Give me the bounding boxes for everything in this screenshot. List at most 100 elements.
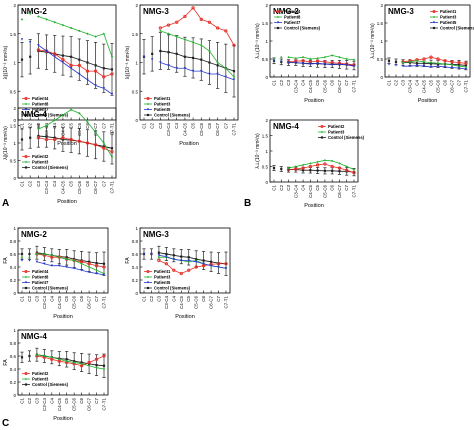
data-point-control — [232, 70, 236, 73]
legend-marker — [432, 21, 436, 24]
legend-label: Patient7 — [284, 20, 301, 25]
data-point — [102, 87, 106, 90]
data-point-control — [200, 58, 203, 61]
series-line — [288, 54, 355, 61]
data-point — [69, 108, 73, 111]
y-axis-title: FA — [125, 257, 131, 264]
data-point — [110, 150, 114, 154]
data-point — [164, 262, 169, 266]
x-tick-label: C5 — [69, 181, 74, 187]
data-point — [316, 160, 319, 164]
legend-label: Patient5 — [440, 20, 457, 25]
y-axis-title: λ∥(10⁻³ mm²/s) — [3, 126, 9, 160]
x-tick-label: C6-C7 — [337, 185, 342, 199]
x-tick-label: C6-C7 — [209, 296, 214, 310]
data-point — [183, 38, 187, 41]
data-point-control — [78, 58, 81, 61]
x-tick-label: C7 — [223, 123, 228, 129]
data-point — [37, 44, 40, 47]
data-point — [53, 119, 56, 122]
y-axis-title: λ∥(10⁻³ mm²/s) — [125, 45, 131, 79]
x-axis-title: Position — [179, 141, 199, 147]
data-point — [37, 15, 40, 18]
data-point — [457, 60, 461, 65]
y-tick-label: 0.5 — [10, 159, 17, 164]
data-point — [78, 72, 81, 76]
y-tick-label: 1.5 — [377, 21, 384, 26]
x-tick-label: C2 — [149, 296, 154, 302]
legend-label: Patient3 — [328, 130, 345, 135]
data-point — [28, 259, 31, 262]
data-point — [345, 57, 348, 61]
data-point — [77, 63, 81, 68]
data-point — [20, 259, 24, 262]
y-tick-label: 1.5 — [10, 124, 17, 129]
data-point — [224, 262, 228, 266]
data-point — [175, 67, 178, 70]
x-tick-label: C6 — [79, 296, 84, 302]
x-tick-label: C5-C6 — [322, 185, 327, 199]
x-tick-label: C4 — [301, 80, 306, 86]
legend-marker — [320, 136, 324, 139]
x-tick-label: C2 — [28, 181, 33, 187]
legend-label: Patient7 — [32, 280, 49, 285]
data-point — [199, 17, 203, 22]
panel-title: NMG-2 — [21, 7, 47, 16]
legend-marker — [24, 96, 28, 101]
data-point — [77, 139, 81, 143]
data-point — [142, 252, 146, 256]
data-point — [464, 65, 468, 69]
data-point — [45, 124, 48, 127]
data-point — [301, 59, 305, 63]
data-point — [294, 167, 298, 171]
data-point — [80, 269, 83, 272]
data-point — [216, 262, 221, 266]
data-point — [87, 262, 91, 266]
x-tick-label: C3-C4 — [408, 80, 413, 94]
data-point — [232, 75, 236, 79]
y-tick-label: 1 — [135, 61, 138, 66]
data-point — [53, 137, 57, 142]
x-tick-label: C3 — [156, 296, 161, 302]
data-point — [102, 354, 106, 358]
data-point — [316, 57, 319, 60]
legend-label: Control (Siemens) — [154, 286, 191, 291]
x-tick-label: C4 — [174, 123, 179, 129]
data-point-control — [216, 64, 219, 67]
data-point — [352, 171, 356, 175]
legend-marker — [320, 130, 324, 134]
y-tick-label: 0.2 — [10, 380, 17, 385]
data-point — [85, 141, 90, 145]
x-tick-label: C6-C7 — [93, 181, 98, 195]
x-tick-label: C7 — [101, 123, 106, 129]
y-tick-label: 1.5 — [262, 21, 269, 26]
data-point — [183, 14, 187, 19]
x-tick-label: C1 — [272, 80, 277, 86]
y-tick-label: 0.2 — [132, 278, 139, 283]
data-point — [159, 29, 162, 33]
data-point — [387, 63, 391, 66]
data-point — [345, 63, 348, 66]
data-point-control — [73, 360, 76, 363]
x-tick-label: C6-C7 — [93, 123, 98, 137]
x-tick-label: C2 — [27, 296, 32, 302]
data-point — [102, 273, 106, 276]
x-tick-label: C7-T1 — [102, 398, 107, 411]
data-point — [102, 141, 106, 145]
x-tick-label: C4 — [52, 123, 57, 129]
y-axis-title: λ⊥(10⁻³ mm²/s) — [255, 23, 261, 59]
data-point — [95, 272, 98, 275]
data-point-control — [102, 262, 106, 265]
data-point — [208, 49, 211, 53]
legend-marker — [24, 166, 28, 169]
data-point — [167, 64, 170, 67]
data-point — [330, 63, 334, 66]
data-point — [301, 163, 305, 167]
legend-marker — [24, 102, 28, 106]
data-point — [95, 366, 98, 369]
data-point — [443, 62, 447, 66]
data-point — [217, 265, 220, 269]
data-point — [330, 159, 334, 163]
